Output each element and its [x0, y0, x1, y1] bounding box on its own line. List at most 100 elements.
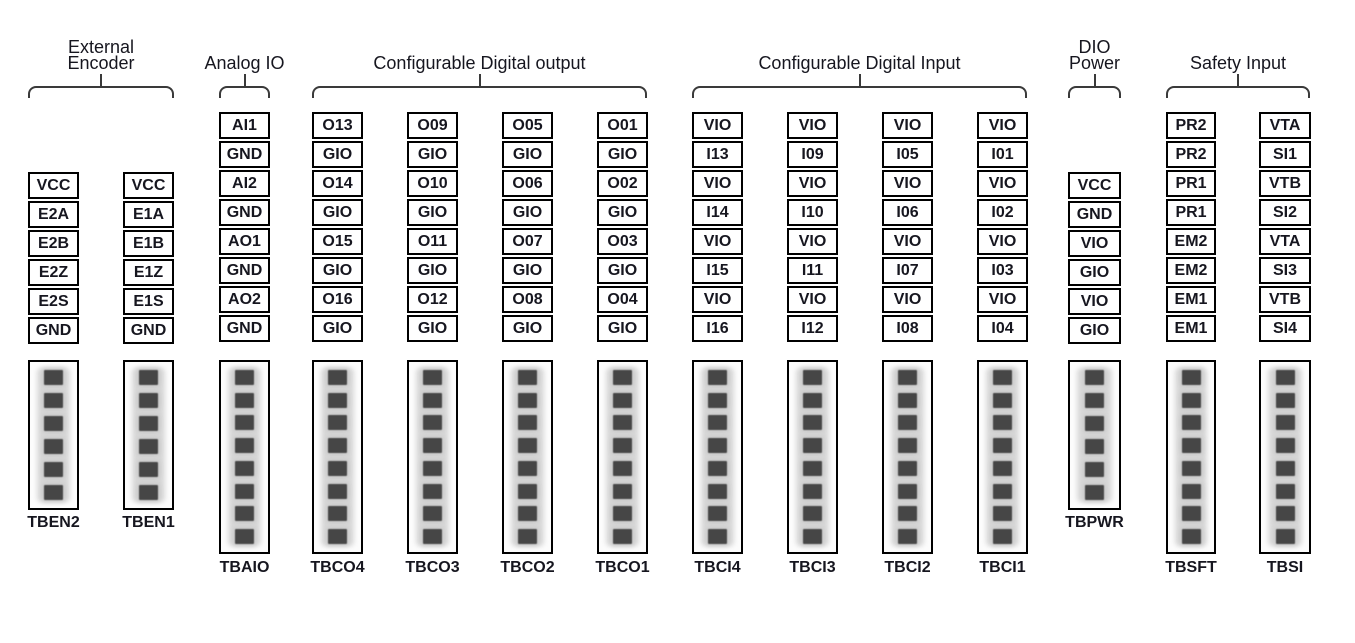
terminal-square: [1181, 369, 1201, 385]
connector-image: [407, 360, 458, 554]
terminal-squares: [30, 362, 77, 508]
terminal-squares: [504, 362, 551, 552]
pin-cell: VIO: [787, 170, 838, 197]
terminal-square: [423, 369, 442, 385]
terminal-square: [235, 483, 254, 499]
group-brace: [1068, 74, 1121, 98]
terminal-square: [1085, 439, 1104, 454]
group-brace: [219, 74, 270, 98]
connector-image: [502, 360, 553, 554]
pin-cell: GND: [219, 315, 270, 342]
terminal-square: [708, 483, 727, 499]
pin-cell: I01: [977, 141, 1028, 168]
terminal-square: [328, 506, 347, 522]
pin-cell: AO2: [219, 286, 270, 313]
pin-cell: VTB: [1259, 286, 1311, 313]
terminal-square: [613, 506, 632, 522]
pin-cell: I11: [787, 257, 838, 284]
terminal-square: [423, 438, 442, 454]
pin-cell: EM1: [1166, 315, 1216, 342]
block-label: TBAIO: [219, 559, 270, 576]
pin-cell: PR1: [1166, 170, 1216, 197]
terminal-square: [423, 529, 442, 545]
block-label: TBEN1: [122, 514, 175, 531]
pin-column: VIO I01 VIO I02 VIO I03 VIO I04: [977, 112, 1028, 342]
terminal-square: [1085, 393, 1104, 408]
pin-column: O09 GIO O10 GIO O11 GIO O12 GIO: [407, 112, 458, 342]
brace-stem: [1237, 74, 1239, 88]
pin-column: VIO I13 VIO I14 VIO I15 VIO I16: [692, 112, 743, 342]
pin-cell: E1Z: [123, 259, 174, 286]
group-header-safety-input: Safety Input: [1189, 53, 1287, 73]
pin-cell: GND: [1068, 201, 1121, 228]
pin-cell: EM2: [1166, 257, 1216, 284]
terminal-square: [328, 415, 347, 431]
pin-cell: O07: [502, 228, 553, 255]
pin-cell: I16: [692, 315, 743, 342]
terminal-squares: [884, 362, 931, 552]
terminal-square: [803, 392, 822, 408]
terminal-square: [1085, 416, 1104, 431]
terminal-square: [1275, 460, 1295, 476]
terminal-square: [44, 462, 63, 477]
pin-column: VIO I05 VIO I06 VIO I07 VIO I08: [882, 112, 933, 342]
terminal-square: [993, 529, 1012, 545]
terminal-square: [1181, 529, 1201, 545]
terminal-square: [518, 483, 537, 499]
terminal-square: [613, 483, 632, 499]
terminal-squares: [599, 362, 646, 552]
connector-image: [123, 360, 174, 510]
terminal-square: [423, 460, 442, 476]
terminal-block-tbco2: O05 GIO O06 GIO O07 GIO O08 GIO TBCO2: [500, 0, 555, 643]
terminal-square: [1275, 415, 1295, 431]
terminal-square: [993, 438, 1012, 454]
terminal-block-tbsft: PR2 PR2 PR1 PR1 EM2 EM2 EM1 EM1 TBSFT: [1165, 0, 1217, 643]
pin-cell: VIO: [692, 170, 743, 197]
pin-cell: VIO: [882, 170, 933, 197]
terminal-square: [993, 392, 1012, 408]
pin-column: PR2 PR2 PR1 PR1 EM2 EM2 EM1 EM1: [1166, 112, 1216, 342]
terminal-square: [803, 415, 822, 431]
terminal-block-tbpwr: VCC GND VIO GIO VIO GIO TBPWR: [1065, 0, 1124, 643]
pin-cell: GIO: [312, 315, 363, 342]
terminal-block-tbco3: O09 GIO O10 GIO O11 GIO O12 GIO TBCO3: [405, 0, 460, 643]
pin-cell: O08: [502, 286, 553, 313]
block-label: TBCI1: [979, 559, 1026, 576]
terminal-square: [708, 438, 727, 454]
terminal-square: [613, 460, 632, 476]
pin-cell: VIO: [977, 228, 1028, 255]
pin-cell: SI3: [1259, 257, 1311, 284]
terminal-square: [328, 392, 347, 408]
group-brace: [312, 74, 647, 98]
terminal-square: [44, 393, 63, 408]
pin-cell: VCC: [28, 172, 79, 199]
pin-column: O13 GIO O14 GIO O15 GIO O16 GIO: [312, 112, 363, 342]
terminal-block-tbaio: AI1 GND AI2 GND AO1 GND AO2 GND TBAIO: [219, 0, 270, 643]
terminal-block-tbci1: VIO I01 VIO I02 VIO I03 VIO I04 TBCI1: [977, 0, 1028, 643]
pin-cell: AO1: [219, 228, 270, 255]
terminal-squares: [409, 362, 456, 552]
pin-cell: GIO: [312, 199, 363, 226]
pin-column: VCC E2A E2B E2Z E2S GND: [28, 172, 79, 344]
pin-column: VIO I09 VIO I10 VIO I11 VIO I12: [787, 112, 838, 342]
connector-image: [597, 360, 648, 554]
brace-stem: [858, 74, 861, 88]
terminal-square: [803, 369, 822, 385]
pin-cell: GIO: [597, 315, 648, 342]
terminal-square: [898, 529, 917, 545]
pin-cell: O05: [502, 112, 553, 139]
pin-cell: SI1: [1259, 141, 1311, 168]
terminal-square: [139, 393, 158, 408]
block-label: TBCO3: [405, 559, 460, 576]
pin-cell: GND: [28, 317, 79, 344]
pin-cell: VTA: [1259, 228, 1311, 255]
terminal-square: [1275, 483, 1295, 499]
pin-cell: VIO: [1068, 288, 1121, 315]
pin-cell: I02: [977, 199, 1028, 226]
pin-cell: VIO: [977, 286, 1028, 313]
pin-cell: VTB: [1259, 170, 1311, 197]
pin-cell: EM2: [1166, 228, 1216, 255]
terminal-square: [613, 369, 632, 385]
pin-cell: VIO: [882, 286, 933, 313]
